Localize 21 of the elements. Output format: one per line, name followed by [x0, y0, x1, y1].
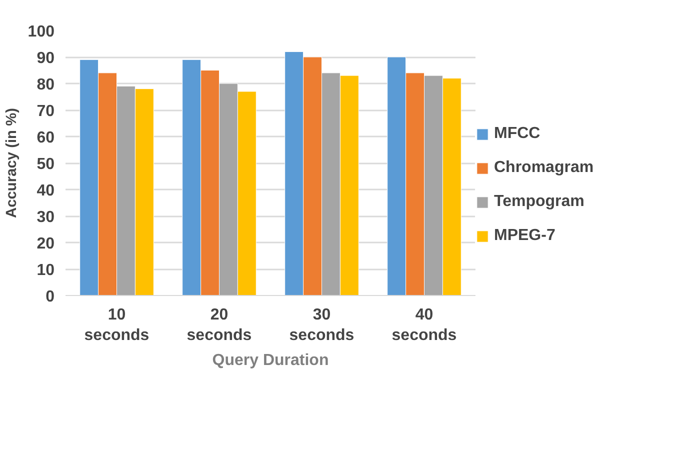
y-tick-label: 70: [36, 103, 55, 120]
y-tick-label: 50: [36, 156, 55, 173]
y-tick-label: 0: [46, 288, 55, 306]
x-tick-label: 10 seconds: [84, 306, 150, 344]
y-tick-label: 20: [36, 236, 55, 252]
y-tick-label: 90: [36, 50, 55, 67]
x-tick-label: 30 seconds: [289, 306, 354, 344]
x-axis-title: Query Duration: [212, 352, 329, 369]
y-tick-label: 40: [36, 182, 55, 200]
x-tick-label: 40 seconds: [392, 306, 457, 344]
legend-label: MFCC: [494, 125, 540, 143]
legend-label: Chromagram: [494, 159, 594, 177]
y-tick-label: 100: [28, 24, 55, 40]
x-tick-label: 20 seconds: [186, 306, 252, 344]
y-tick-label: 60: [36, 130, 55, 146]
y-tick-label: 80: [36, 76, 55, 94]
y-tick-label: 30: [36, 209, 55, 226]
y-tick-label: 10: [36, 262, 55, 279]
legend-label: MPEG-7: [494, 227, 556, 245]
legend-label: Tempogram: [494, 193, 584, 211]
y-axis-title: Accuracy (in %): [4, 108, 20, 218]
